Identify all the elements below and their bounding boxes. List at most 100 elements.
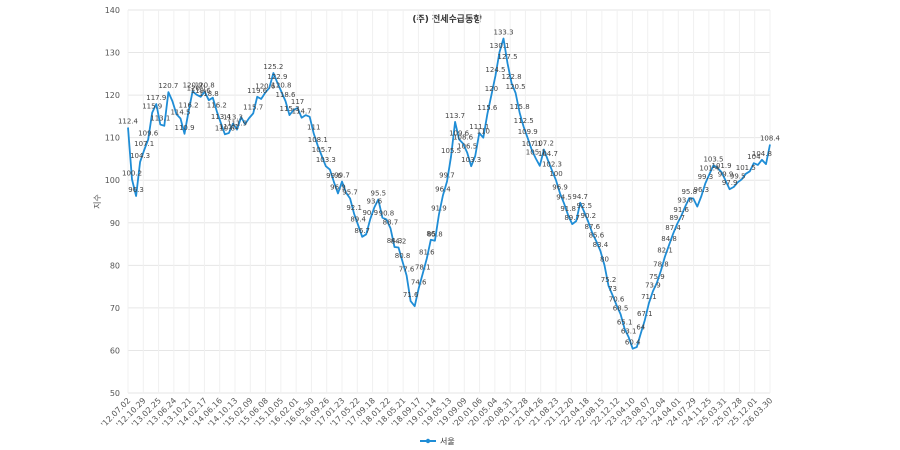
data-label: 117.9: [146, 94, 166, 102]
data-label: 73: [608, 285, 617, 293]
data-label: 70.6: [609, 295, 625, 303]
data-label: 116.2: [179, 101, 199, 109]
data-label: 116.2: [207, 101, 227, 109]
data-label: 99.5: [730, 172, 746, 180]
data-label: 90.8: [379, 209, 395, 217]
data-label: 120.6: [255, 83, 276, 91]
data-label: 99.6: [326, 172, 342, 180]
data-label: 103.3: [316, 156, 336, 164]
data-label: 64: [636, 323, 645, 331]
data-label: 92.1: [346, 204, 362, 212]
data-label: 112.4: [118, 117, 139, 125]
data-label: 105.7: [312, 146, 332, 154]
data-label: 120.5: [506, 83, 526, 91]
data-label: 112.5: [514, 117, 534, 125]
y-tick-label: 60: [110, 346, 120, 355]
data-label: 94.7: [572, 193, 588, 201]
data-label: 90.2: [581, 212, 597, 220]
data-label: 118.8: [199, 90, 219, 98]
data-label: 114.7: [292, 108, 312, 116]
data-label: 77.6: [399, 266, 415, 274]
data-label: 99.7: [334, 171, 350, 179]
chart-title: (주) 전세수급동향: [412, 13, 482, 25]
y-tick-label: 140: [105, 6, 120, 15]
data-label: 71.6: [403, 291, 419, 299]
data-label: 96.3: [694, 186, 710, 194]
data-label: 104.8: [752, 150, 772, 158]
data-label: 99.7: [439, 171, 455, 179]
data-label: 84.2: [391, 237, 407, 245]
data-label: 120.8: [271, 82, 291, 90]
data-label: 91.8: [560, 205, 576, 213]
data-label: 81.6: [419, 249, 435, 257]
data-label: 93.6: [367, 197, 383, 205]
data-label: 110.9: [175, 124, 195, 132]
data-label: 120: [485, 85, 498, 93]
data-label: 93.8: [677, 197, 693, 205]
data-label: 111.1: [469, 123, 489, 131]
data-label: 115.8: [510, 103, 530, 111]
data-label: 119.6: [191, 87, 212, 95]
data-label: 101.4: [699, 164, 720, 172]
data-label: 73.9: [645, 281, 661, 289]
data-label: 63.1: [621, 327, 637, 335]
data-label: 83.4: [593, 241, 609, 249]
data-label: 111.9: [227, 120, 247, 128]
data-label: 105.1: [526, 149, 546, 157]
data-label: 101.5: [736, 164, 756, 172]
data-label: 110.8: [215, 124, 235, 132]
data-label: 82.1: [657, 246, 673, 254]
data-label: 107.2: [534, 140, 554, 148]
data-label: 95.8: [681, 188, 697, 196]
data-label: 124.5: [485, 66, 505, 74]
data-label: 122.9: [267, 73, 287, 81]
data-label: 91.6: [673, 206, 689, 214]
data-label: 105.5: [441, 147, 461, 155]
data-label: 86: [426, 230, 435, 238]
y-tick-label: 50: [110, 389, 120, 398]
data-label: 89.4: [350, 215, 366, 223]
data-label: 96.4: [435, 186, 451, 194]
data-label: 106.5: [457, 143, 477, 151]
legend[interactable]: 서울: [420, 437, 455, 446]
data-label: 68.5: [613, 304, 629, 312]
data-label: 115.6: [477, 104, 498, 112]
data-label: 89.7: [669, 214, 685, 222]
data-label: 103.3: [461, 156, 481, 164]
data-label: 96.9: [552, 183, 568, 191]
data-label: 74.6: [411, 278, 427, 286]
data-label: 133.3: [493, 29, 513, 37]
data-label: 78.8: [653, 260, 669, 268]
series-line-seoul: [127, 37, 771, 350]
data-label: 107.1: [522, 140, 542, 148]
data-label: 117: [291, 98, 304, 106]
data-label: 100: [549, 170, 562, 178]
data-label: 104.3: [130, 152, 150, 160]
data-label: 100.2: [122, 169, 142, 177]
data-label: 108.6: [453, 134, 474, 142]
data-label: 109.9: [518, 128, 538, 136]
data-label: 80: [600, 255, 609, 263]
data-label: 127.5: [498, 53, 518, 61]
y-axis-ticks: 50 60 70 80 90 100 110 120 130 140: [105, 6, 120, 398]
data-label: 115.3: [279, 105, 299, 113]
data-label: 90.9: [362, 209, 378, 217]
data-label: 111: [307, 123, 320, 131]
data-label: 87.4: [665, 224, 681, 232]
y-tick-label: 100: [105, 176, 120, 185]
data-label: 120.8: [195, 82, 215, 90]
data-label: 119.6: [247, 87, 268, 95]
data-label: 118.6: [275, 91, 296, 99]
data-label: 109.6: [138, 129, 159, 137]
data-label: 113.4: [211, 113, 232, 121]
data-label: 110: [477, 128, 490, 136]
data-label: 85.8: [427, 231, 443, 239]
data-label: 113.1: [150, 114, 170, 122]
data-label: 114.5: [170, 109, 190, 117]
y-tick-label: 130: [105, 49, 120, 58]
data-label: 67.1: [637, 310, 653, 318]
data-label: 113.7: [445, 112, 465, 120]
data-label: 96.3: [128, 186, 144, 194]
data-label: 84.8: [661, 235, 677, 243]
